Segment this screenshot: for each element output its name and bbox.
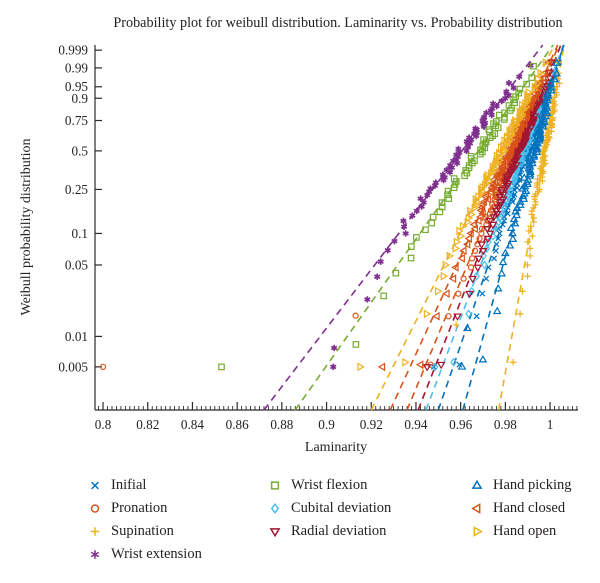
square-marker-icon [270,481,280,490]
triangle-down-marker-icon [269,528,281,538]
y-axis-tick-label: 0.01 [65,329,88,344]
y-axis-tick-label: 0.999 [58,43,88,58]
y-axis-tick-label: 0.005 [58,359,88,374]
x-axis-tick-label: 0.8 [95,417,112,432]
legend-item-radial-deviation: Radial deviation [268,524,391,539]
x-axis-tick-label: 0.88 [270,417,293,432]
hand-picking-points [457,58,562,370]
legend-column-3: Hand picking Hand closed Hand open [470,478,572,547]
data-series-layer [99,57,563,372]
x-axis-tick-label: 0.96 [449,417,472,432]
legend-item-wrist-extension: Wrist extension [88,547,202,562]
legend-label: Wrist extension [111,546,202,562]
legend-label: Radial deviation [291,523,387,539]
legend-item-wrist-flexion: Wrist flexion [268,478,391,493]
y-axis-tick-label: 0.5 [72,143,89,158]
x-axis-tick-label: 0.92 [360,417,383,432]
legend-label: Supination [111,523,174,539]
legend-item-hand-picking: Hand picking [470,478,572,493]
asterisk-marker-icon [90,550,100,559]
chart-title: Probability plot for weibull distributio… [113,15,562,31]
legend-column-2: Wrist flexion Cubital deviation Radial d… [268,478,391,547]
legend-item-hand-closed: Hand closed [470,501,572,516]
x-axis-tick-label: 0.82 [136,417,159,432]
circle-marker-icon [90,504,100,513]
supination-fit-line [497,44,565,411]
y-axis-tick-label: 0.05 [65,257,88,272]
y-axis-tick-label: 0.95 [65,79,88,94]
x-axis-tick-label: 0.86 [226,417,249,432]
legend-column-1: Inifial Pronation Supination Wrist exten… [88,478,202,570]
y-axis-tick-label: 0.1 [72,226,88,241]
y-axis-label: Weibull probability distribution [19,139,34,316]
legend-label: Cubital deviation [291,500,392,516]
triangle-left-marker-icon [471,503,481,514]
axes: 0.0050.010.050.10.250.50.750.90.950.990.… [58,43,578,432]
y-axis-tick-label: 0.75 [65,113,88,128]
inifial-fit-line [437,44,565,411]
legend-label: Hand open [493,523,557,539]
legend-item-pronation: Pronation [88,501,202,516]
chart-legend: Inifial Pronation Supination Wrist exten… [0,460,600,583]
legend-item-inifial: Inifial [88,478,202,493]
legend-label: Wrist flexion [291,477,368,493]
wrist-extension-points [330,62,534,371]
x-axis-tick-label: 0.84 [181,417,204,432]
x-axis-tick-label: 0.9 [318,417,335,432]
x-axis-tick-label: 1 [547,417,554,432]
x-axis-tick-label: 0.94 [404,417,427,432]
triangle-right-marker-icon [473,526,483,537]
radial-deviation-points [422,59,556,372]
x-axis-tick-label: 0.98 [494,417,517,432]
hand-closed-fit-line [389,44,559,411]
legend-item-hand-open: Hand open [470,524,572,539]
legend-label: Pronation [111,500,168,516]
legend-item-cubital-deviation: Cubital deviation [268,501,391,516]
triangle-up-marker-icon [471,479,483,489]
legend-item-supination: Supination [88,524,202,539]
x-marker-icon [91,481,99,490]
fit-lines-layer [263,44,565,411]
y-axis-tick-label: 0.9 [72,91,89,106]
probability-plot-canvas: Probability plot for weibull distributio… [19,15,578,455]
y-axis-tick-label: 0.25 [65,182,88,197]
y-axis-tick-label: 0.99 [65,60,88,75]
pronation-points [99,59,555,371]
diamond-marker-icon [270,502,280,515]
x-axis-label: Laminarity [305,440,367,455]
legend-label: Inifial [111,477,147,493]
wrist-flexion-points [218,62,537,371]
hand-open-points [357,58,551,372]
legend-label: Hand closed [493,500,566,516]
legend-label: Hand picking [493,477,572,493]
plus-marker-icon [90,527,100,536]
